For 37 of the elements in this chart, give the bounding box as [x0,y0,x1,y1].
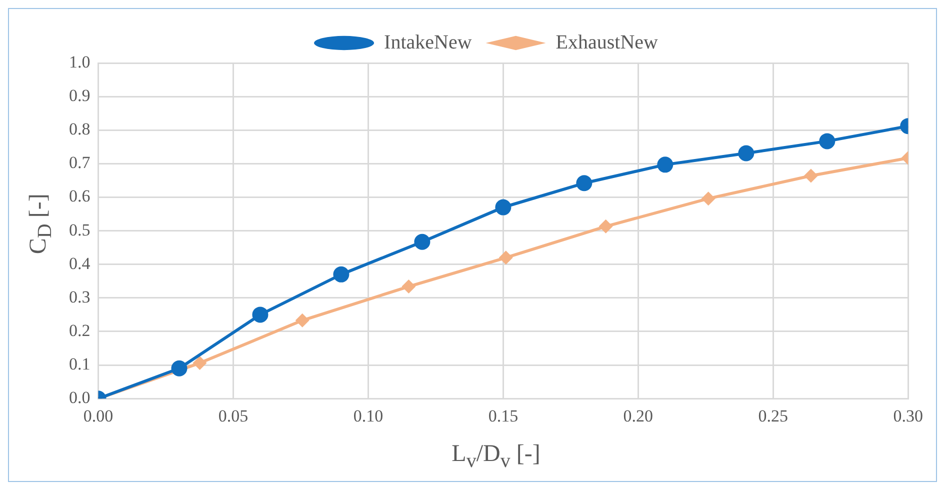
point [701,192,716,206]
y-tick-label: 0.5 [69,220,90,240]
point [252,306,268,323]
y-tick-label: 0.0 [69,388,90,408]
x-tick-label: 0.00 [83,406,114,426]
y-tick-label: 0.1 [69,354,90,374]
point [657,156,674,173]
x-tick-label: 0.15 [488,406,518,426]
point [171,360,188,376]
point [576,175,592,192]
x-tick-label: 0.10 [353,406,384,426]
y-tick-label: 0.6 [69,186,90,206]
legend-label: ExhaustNew [556,31,659,54]
y-tick-label: 0.2 [69,320,90,340]
point [295,313,310,328]
point [819,133,836,150]
point [738,145,754,162]
y-tick-label: 1.0 [69,52,90,72]
point [498,250,513,265]
point [333,266,350,282]
y-tick-label: 0.7 [69,153,91,172]
x-tick-label: 0.25 [758,406,788,426]
y-tick-label: 0.8 [69,120,90,139]
x-tick-label: 0.20 [623,406,654,426]
x-axis-title: L$_{v}$/D$_{v}$ [-] [450,441,542,473]
x-tick-label: 0.05 [218,406,248,426]
point [414,234,430,250]
y-tick-label: 0.3 [69,287,90,306]
y-tick-label: 0.4 [69,254,91,273]
point [804,168,818,183]
x-tick-label: 0.30 [893,406,923,426]
point [495,199,512,216]
point [598,219,613,234]
point [192,356,207,370]
y-tick-label: 0.9 [69,86,90,106]
point [402,280,416,294]
legend-label: IntakeNew [384,31,472,54]
